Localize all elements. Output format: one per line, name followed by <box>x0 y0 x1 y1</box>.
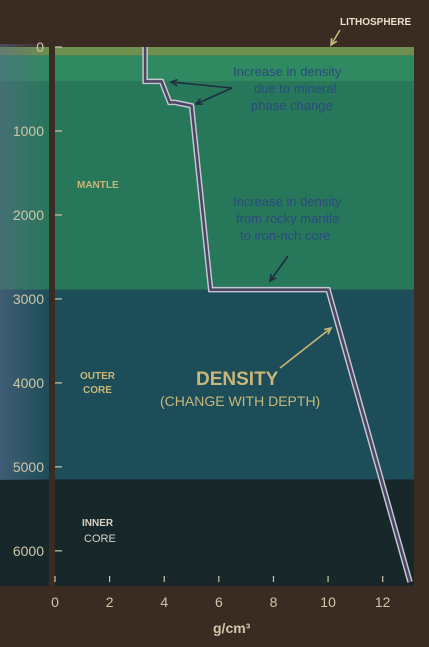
density-subtitle: (CHANGE WITH DEPTH) <box>160 393 321 409</box>
y-tick-label-2000: 2000 <box>13 207 44 223</box>
density-arrow-head <box>323 326 333 335</box>
outer-core-label-line2: CORE <box>83 385 112 396</box>
y-tick-label-0: 0 <box>36 39 44 55</box>
inner-core-label-line1: INNER <box>82 518 114 529</box>
right-frame <box>414 47 429 586</box>
density-title: DENSITY <box>196 369 279 390</box>
left-edge-glow <box>0 44 50 480</box>
core-annotation-line2: from rocky mantle <box>236 211 340 226</box>
y-tick-label-1000: 1000 <box>13 123 44 139</box>
phase-arrow-lower-head <box>194 98 204 106</box>
y-axis-rail <box>49 47 55 586</box>
x-tick-label-6: 6 <box>215 594 223 610</box>
x-tick-label-0: 0 <box>51 594 59 610</box>
phase-arrow-upper <box>170 81 233 89</box>
x-tick-label-10: 10 <box>320 594 336 610</box>
core-arrow <box>269 255 289 282</box>
outer-core-label-line1: OUTER <box>80 371 115 382</box>
layer-band-outer-core <box>0 289 414 480</box>
lithosphere-arrow <box>330 29 341 46</box>
y-tick-label-5000: 5000 <box>13 459 44 475</box>
x-axis-label: g/cm³ <box>213 620 251 636</box>
core-arrow-head <box>268 273 277 283</box>
layer-band-upper-mantle <box>0 55 414 82</box>
lithosphere-label: LITHOSPHERE <box>340 17 412 28</box>
phase-arrow-lower <box>195 87 233 105</box>
layer-band-inner-core <box>0 479 414 586</box>
x-tick-label-2: 2 <box>106 594 114 610</box>
x-tick-label-12: 12 <box>375 594 391 610</box>
phase-annotation-line3: phase change <box>251 98 333 113</box>
bottom-frame <box>0 586 429 647</box>
mantle-label: MANTLE <box>77 180 119 191</box>
phase-annotation-line2: due to mineral <box>254 81 337 96</box>
core-annotation-line3: to iron-rich core <box>240 228 331 243</box>
phase-arrow-upper-head <box>169 78 178 87</box>
density-arrow <box>279 327 332 369</box>
y-tick-label-3000: 3000 <box>13 291 44 307</box>
lithosphere-arrow-head <box>330 37 338 47</box>
phase-annotation-line1: Increase in density <box>233 64 342 79</box>
x-tick-label-8: 8 <box>270 594 278 610</box>
y-tick-label-6000: 6000 <box>13 543 44 559</box>
core-annotation-line1: Increase in density <box>233 194 342 209</box>
inner-core-label-line2: CORE <box>84 533 116 545</box>
y-tick-label-4000: 4000 <box>13 375 44 391</box>
x-tick-label-4: 4 <box>160 594 168 610</box>
layer-band-lithosphere <box>0 47 414 56</box>
